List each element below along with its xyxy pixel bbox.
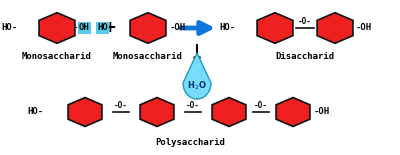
Text: -O-: -O- xyxy=(298,16,312,26)
Polygon shape xyxy=(68,97,102,126)
Text: HO: HO xyxy=(97,24,108,33)
Text: -OH: -OH xyxy=(356,24,372,33)
Text: -: - xyxy=(109,24,114,33)
Polygon shape xyxy=(257,13,293,43)
Polygon shape xyxy=(276,97,310,126)
Text: -OH: -OH xyxy=(314,108,330,117)
Text: H$_2$O: H$_2$O xyxy=(187,80,207,92)
Polygon shape xyxy=(212,97,246,126)
Text: -O-: -O- xyxy=(186,102,200,111)
Text: HO-: HO- xyxy=(219,24,235,33)
Text: -: - xyxy=(73,24,78,33)
Polygon shape xyxy=(39,13,75,43)
Text: -OH: -OH xyxy=(170,24,186,33)
Polygon shape xyxy=(140,97,174,126)
Text: +: + xyxy=(104,20,116,35)
Text: -O-: -O- xyxy=(254,102,268,111)
Text: Polysaccharid: Polysaccharid xyxy=(155,138,225,147)
Text: -O-: -O- xyxy=(114,102,128,111)
Text: HO-: HO- xyxy=(1,24,17,33)
Text: OH: OH xyxy=(79,24,90,33)
Polygon shape xyxy=(183,53,211,99)
Polygon shape xyxy=(317,13,353,43)
Text: Monosaccharid: Monosaccharid xyxy=(113,52,183,61)
Polygon shape xyxy=(130,13,166,43)
Text: HO-: HO- xyxy=(28,108,44,117)
Text: Disaccharid: Disaccharid xyxy=(276,52,334,61)
Text: Monosaccharid: Monosaccharid xyxy=(22,52,92,61)
